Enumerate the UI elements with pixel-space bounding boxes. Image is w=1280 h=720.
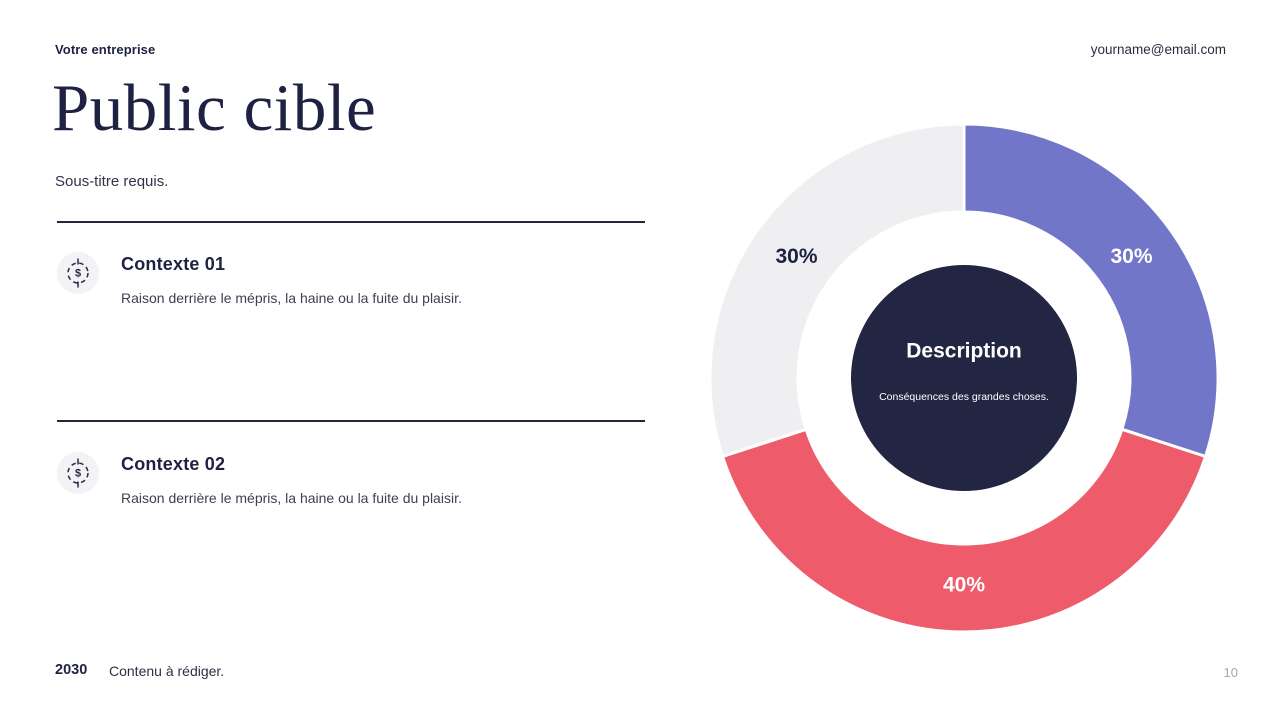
email-text: yourname@email.com: [1090, 42, 1226, 57]
donut-segment-label-1: 30%: [1110, 245, 1152, 268]
divider-middle: [57, 420, 645, 422]
section-contexte-02: $ Contexte 02 Raison derrière le mépris,…: [57, 452, 462, 506]
donut-center-subtitle: Conséquences des grandes choses.: [879, 391, 1049, 403]
section-contexte-01: $ Contexte 01 Raison derrière le mépris,…: [57, 252, 462, 306]
section-body: Contexte 01 Raison derrière le mépris, l…: [121, 252, 462, 306]
target-dollar-icon: $: [57, 452, 99, 494]
divider-top: [57, 221, 645, 223]
footer-note: Contenu à rédiger.: [109, 663, 225, 679]
footer-year: 2030: [55, 662, 88, 678]
donut-segment-label-3: 30%: [775, 245, 817, 268]
section-body: Contexte 02 Raison derrière le mépris, l…: [121, 452, 462, 506]
svg-text:$: $: [75, 468, 81, 480]
target-dollar-icon: $: [57, 252, 99, 294]
donut-segment-3: [708, 122, 966, 459]
svg-text:$: $: [75, 268, 81, 280]
section-heading: Contexte 01: [121, 254, 226, 274]
section-heading: Contexte 02: [121, 454, 226, 474]
company-name: Votre entreprise: [55, 42, 156, 57]
section-description: Raison derrière le mépris, la haine ou l…: [121, 290, 462, 306]
donut-center-circle: [851, 265, 1077, 491]
page-title: Public cible: [52, 71, 377, 145]
donut-segment-1: [962, 122, 1220, 459]
page-subtitle: Sous-titre requis.: [55, 173, 169, 190]
donut-center-title: Description: [906, 340, 1022, 363]
donut-segment-label-2: 40%: [943, 574, 985, 597]
page-number: 10: [1223, 665, 1238, 680]
donut-chart: 30% 40% 30% Description Conséquences des gra…: [708, 122, 1220, 634]
donut-segment-2: [720, 427, 1208, 634]
section-description: Raison derrière le mépris, la haine ou l…: [121, 490, 462, 506]
